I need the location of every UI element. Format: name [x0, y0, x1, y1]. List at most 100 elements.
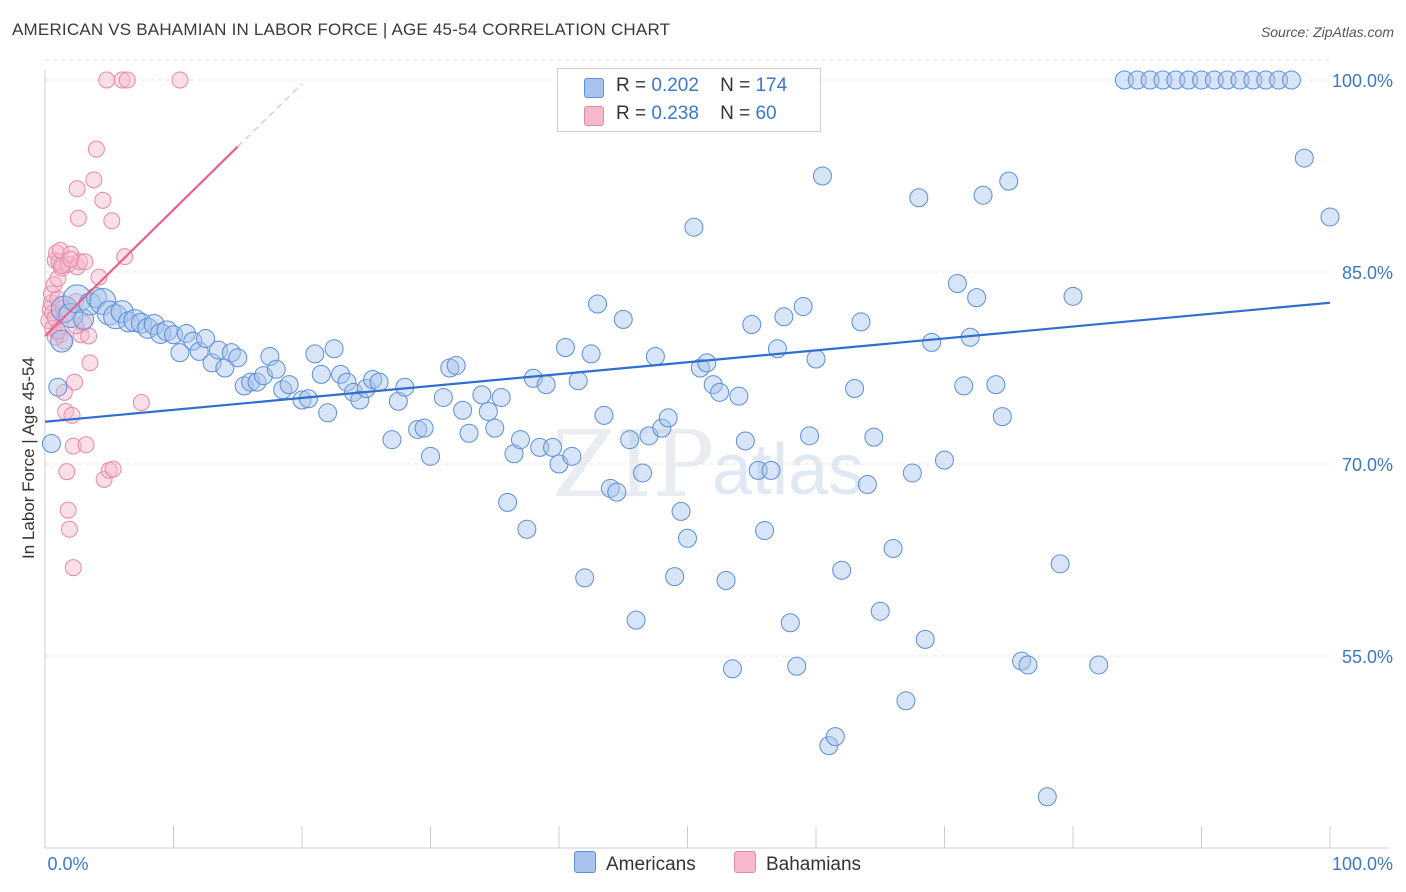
bahamian-point — [64, 559, 82, 577]
american-point — [337, 372, 357, 392]
american-point — [697, 353, 717, 373]
american-point — [414, 418, 434, 438]
american-point — [967, 288, 987, 308]
american-point — [845, 378, 865, 398]
american-point — [800, 426, 820, 446]
american-point — [433, 387, 453, 407]
bahamian-point — [103, 212, 121, 230]
american-point — [832, 560, 852, 580]
american-point — [517, 519, 537, 539]
bahamian-point — [62, 250, 80, 268]
tick-labels: 55.0% 70.0% 85.0% 100.0% 0.0% 100.0% — [47, 71, 1393, 874]
bahamian-point — [104, 460, 122, 478]
american-point — [787, 656, 807, 676]
bottom-label-americans: Americans — [606, 854, 696, 875]
bahamians-trend-extension — [237, 83, 303, 147]
american-point — [645, 346, 665, 366]
bahamian-point — [76, 253, 94, 271]
trend-lines — [44, 83, 1331, 423]
american-point — [279, 375, 299, 395]
american-point — [85, 287, 107, 309]
american-point — [369, 372, 389, 392]
american-point — [722, 659, 742, 679]
american-point — [851, 312, 871, 332]
bahamian-point — [113, 71, 131, 89]
american-point — [48, 377, 68, 397]
y-tick-label: 85.0% — [1342, 263, 1393, 283]
american-point — [96, 300, 122, 326]
bahamian-point — [58, 463, 76, 481]
bahamian-point — [87, 140, 105, 158]
american-point — [870, 601, 890, 621]
legend-r-label: R = — [616, 75, 647, 96]
bahamian-point — [63, 406, 81, 424]
american-point — [472, 385, 492, 405]
bottom-legend-americans: Americans — [574, 851, 696, 876]
american-point — [228, 348, 248, 368]
american-point — [864, 427, 884, 447]
american-point — [806, 349, 826, 369]
americans-trend-line — [44, 301, 1331, 423]
bottom-label-bahamians: Bahamians — [766, 854, 862, 875]
american-point — [453, 400, 473, 420]
american-point — [562, 446, 582, 466]
american-point — [311, 364, 331, 384]
american-point — [857, 474, 877, 494]
bahamian-point — [98, 71, 116, 89]
legend-swatch-bahamians — [584, 106, 604, 126]
american-point — [678, 528, 697, 548]
correlation-legend: R = 0.202 N = 174 R = 0.238 N = 60 — [557, 68, 821, 132]
american-point — [123, 309, 147, 333]
american-point — [292, 390, 312, 410]
american-point — [575, 568, 595, 588]
american-point — [382, 430, 402, 450]
source-credit: Source: ZipAtlas.com — [1260, 24, 1394, 40]
american-point — [986, 375, 1006, 395]
american-point — [935, 450, 954, 470]
american-point — [485, 418, 505, 438]
bottom-swatch-americans — [574, 851, 596, 873]
american-point — [742, 314, 762, 334]
american-point — [498, 492, 518, 512]
american-point — [902, 463, 922, 483]
american-point — [318, 403, 338, 423]
american-point — [176, 323, 196, 343]
american-point — [350, 390, 370, 410]
american-point — [62, 284, 92, 314]
american-point — [594, 405, 614, 425]
american-point — [581, 344, 601, 364]
american-point — [825, 727, 845, 747]
american-point — [305, 344, 325, 364]
american-point — [703, 375, 723, 395]
american-point — [73, 308, 95, 330]
american-point — [170, 343, 190, 363]
bahamian-point — [85, 171, 103, 189]
bottom-swatch-bahamians — [734, 851, 756, 873]
american-point — [947, 274, 967, 294]
legend-r-label: R = — [616, 103, 647, 124]
american-point — [883, 538, 903, 558]
american-point — [89, 287, 117, 315]
bahamian-point — [67, 292, 85, 310]
american-point — [780, 613, 800, 633]
american-point — [1063, 286, 1083, 306]
bahamian-point — [60, 520, 78, 538]
american-point — [408, 419, 428, 439]
american-point — [607, 482, 627, 502]
y-tick-label: 100.0% — [1332, 71, 1393, 91]
american-point — [1294, 148, 1314, 168]
bahamian-point — [49, 269, 67, 287]
american-point — [1281, 70, 1301, 90]
bahamian-point — [66, 373, 84, 391]
legend-n-label: N = — [720, 103, 751, 124]
american-point — [421, 446, 440, 466]
american-point — [568, 371, 588, 391]
american-point — [620, 430, 640, 450]
american-point — [478, 402, 498, 422]
x-tick-label: 0.0% — [47, 854, 88, 874]
y-tick-label: 70.0% — [1342, 455, 1393, 475]
bahamians-trend-line — [44, 145, 239, 337]
bahamians-points — [40, 71, 189, 577]
american-point — [50, 295, 78, 323]
